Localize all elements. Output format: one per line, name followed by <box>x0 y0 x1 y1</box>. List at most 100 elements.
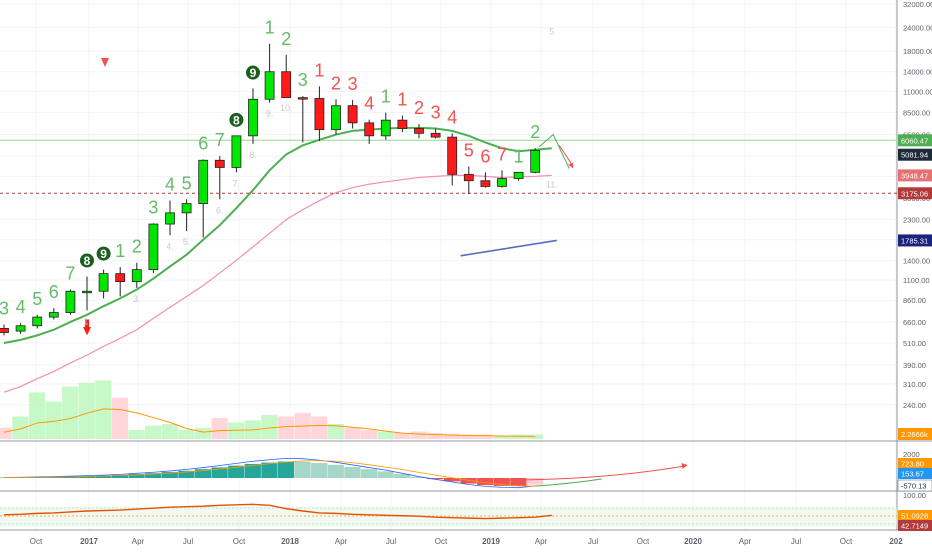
count-label: 3. <box>133 294 141 304</box>
volume-bar <box>95 381 111 440</box>
time-tick-label: Oct <box>840 537 853 546</box>
candle-body <box>298 98 307 100</box>
macd-badge-label: 723.80 <box>901 460 924 469</box>
sequence-label: 7 <box>215 130 225 150</box>
sequence-label: 2 <box>414 98 424 118</box>
candle-body <box>415 128 424 133</box>
price-tick-label: 660.00 <box>903 318 926 327</box>
macd-hist-bar <box>328 465 344 478</box>
candle-body <box>348 106 357 123</box>
candle-body <box>514 172 523 178</box>
candle-body <box>464 174 473 180</box>
macd-hist-bar <box>311 463 327 478</box>
sequence-label: 3 <box>0 298 9 318</box>
candle-body <box>49 313 58 318</box>
volume-bar <box>278 417 294 440</box>
count-label: 5 <box>549 27 554 37</box>
price-badge-label: 3175.06 <box>901 189 928 198</box>
candle-body <box>448 137 457 174</box>
candle-body <box>282 72 291 98</box>
sequence-label: 5 <box>464 141 474 161</box>
price-badge-label: 5081.94 <box>901 151 928 160</box>
count-label: 11. <box>546 179 558 189</box>
sequence-label: 3 <box>148 197 158 217</box>
price-badge-label: 6060.47 <box>901 136 928 145</box>
sequence-badge-label: 8 <box>84 254 91 268</box>
sequence-label: 1 <box>265 18 275 38</box>
time-tick-label: Jul <box>791 537 801 546</box>
volume-bar <box>195 428 211 439</box>
volume-bar <box>427 433 443 439</box>
candle-body <box>381 120 390 136</box>
volume-bar <box>12 417 28 440</box>
sequence-badge-label: 9 <box>250 66 257 80</box>
volume-bar <box>145 426 161 440</box>
time-tick-label: 2018 <box>281 537 299 546</box>
price-tick-label: 32000.00 <box>903 0 932 9</box>
count-label: 9. <box>266 109 274 119</box>
macd-hist-bar <box>361 469 377 478</box>
candle-body <box>83 291 92 293</box>
candle-body <box>265 72 274 100</box>
count-label: 5. <box>183 237 191 247</box>
price-tick-label: 510.00 <box>903 339 926 348</box>
time-tick-label: Jul <box>183 537 193 546</box>
sequence-label: 1 <box>381 87 391 107</box>
sequence-label: 3 <box>348 74 358 94</box>
macd-hist-bar <box>344 467 360 478</box>
time-tick-label: 2020 <box>684 537 702 546</box>
time-tick-label: Apr <box>535 537 548 546</box>
candle-body <box>33 317 42 326</box>
volume-bar <box>411 432 427 440</box>
macd-badge-label: -570.13 <box>901 482 926 491</box>
candle-body <box>116 274 125 282</box>
price-tick-label: 1100.00 <box>903 276 930 285</box>
candle-body <box>182 204 191 213</box>
price-badge-label: 3948.47 <box>901 171 928 180</box>
candle-body <box>166 213 175 224</box>
volume-bar <box>311 417 327 440</box>
sequence-label: 2 <box>132 237 142 257</box>
candle-body <box>99 274 108 292</box>
count-label: 6. <box>216 205 224 215</box>
time-tick-label: Oct <box>435 537 448 546</box>
sequence-label: 4 <box>165 175 175 195</box>
candle-body <box>249 99 258 136</box>
volume-badge-label: 2.2666k <box>901 430 928 439</box>
candle-body <box>531 151 540 173</box>
price-tick-label: 1400.00 <box>903 256 930 265</box>
candle-body <box>232 136 241 168</box>
sequence-label: 7 <box>497 144 507 164</box>
sequence-label: 1 <box>115 241 125 261</box>
volume-bar <box>261 415 277 439</box>
sequence-label: 2 <box>331 73 341 93</box>
rsi-badge-label: 42.7149 <box>901 522 928 531</box>
count-label: 4. <box>166 241 174 251</box>
volume-bar <box>162 424 178 439</box>
count-label: 10. <box>280 103 293 113</box>
time-tick-label: 202 <box>889 537 903 546</box>
sequence-label: 6 <box>480 146 490 166</box>
sequence-label: 4 <box>364 94 374 114</box>
macd-tick-label: 2000 <box>903 450 920 459</box>
sequence-label: 1 <box>314 60 324 80</box>
sequence-label: 6 <box>198 133 208 153</box>
sequence-label: 7 <box>65 264 75 284</box>
price-tick-label: 8500.00 <box>903 109 930 118</box>
candle-body <box>498 179 507 187</box>
sequence-label: 5 <box>182 173 192 193</box>
count-label: 8. <box>249 150 257 160</box>
volume-bar <box>378 432 394 440</box>
time-tick-label: Jul <box>588 537 598 546</box>
volume-bar <box>62 387 78 440</box>
time-tick-label: Oct <box>637 537 650 546</box>
candle-body <box>365 123 374 136</box>
candle-body <box>332 106 341 130</box>
candle-body <box>132 270 141 282</box>
time-tick-label: Apr <box>739 537 752 546</box>
volume-bar <box>79 383 95 439</box>
candle-body <box>199 160 208 203</box>
sequence-label: 2 <box>530 122 540 142</box>
